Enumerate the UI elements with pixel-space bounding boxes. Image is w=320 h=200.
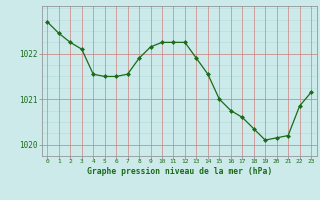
X-axis label: Graphe pression niveau de la mer (hPa): Graphe pression niveau de la mer (hPa)	[87, 167, 272, 176]
